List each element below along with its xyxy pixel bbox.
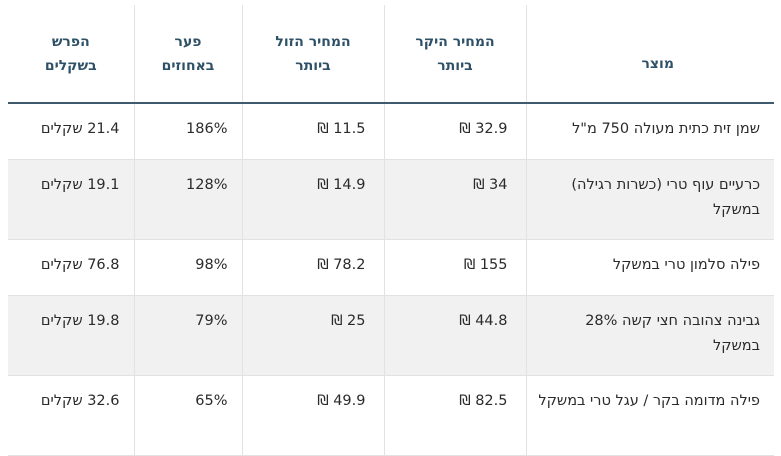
cell-diff-shekels: 19.1 שקלים: [8, 159, 135, 240]
cell-max-price: 82.5 ₪: [384, 375, 527, 456]
cell-product: שמן זית כתית מעולה 750 מ"ל: [526, 102, 774, 160]
header-max-price-line2: ביותר: [437, 57, 473, 74]
header-gap-line2: באחוזים: [161, 57, 215, 74]
cell-min-price: 78.2 ₪: [242, 239, 385, 296]
cell-gap-percent: 65%: [134, 375, 243, 456]
price-comparison-table: מוצר המחיר היקר ביותר המחיר הזול ביותר פ…: [8, 5, 774, 456]
header-diff-line1: הפרש: [51, 33, 90, 50]
header-gap-percent: פער באחוזים: [134, 5, 243, 104]
table-body: שמן זית כתית מעולה 750 מ"ל 32.9 ₪ 11.5 ₪…: [8, 102, 774, 456]
header-max-price: המחיר היקר ביותר: [384, 5, 527, 104]
cell-diff-shekels: 21.4 שקלים: [8, 102, 135, 160]
header-min-price-line2: ביותר: [295, 57, 331, 74]
header-min-price-line1: המחיר הזול: [275, 33, 351, 50]
table-row: כרעיים עוף טרי (כשרות רגילה) במשקל 34 ₪ …: [8, 159, 774, 240]
cell-max-price: 155 ₪: [384, 239, 527, 296]
cell-min-price: 49.9 ₪: [242, 375, 385, 456]
cell-diff-shekels: 76.8 שקלים: [8, 239, 135, 296]
cell-gap-percent: 79%: [134, 295, 243, 376]
header-min-price: המחיר הזול ביותר: [242, 5, 385, 104]
cell-gap-percent: 98%: [134, 239, 243, 296]
table-header: מוצר המחיר היקר ביותר המחיר הזול ביותר פ…: [8, 5, 774, 104]
cell-min-price: 25 ₪: [242, 295, 385, 376]
cell-diff-shekels: 19.8 שקלים: [8, 295, 135, 376]
cell-min-price: 11.5 ₪: [242, 102, 385, 160]
header-diff-shekels: הפרש בשקלים: [8, 5, 135, 104]
cell-diff-shekels: 32.6 שקלים: [8, 375, 135, 456]
cell-product: פילה סלמון טרי במשקל: [526, 239, 774, 296]
table-row: שמן זית כתית מעולה 750 מ"ל 32.9 ₪ 11.5 ₪…: [8, 102, 774, 160]
header-row: מוצר המחיר היקר ביותר המחיר הזול ביותר פ…: [8, 5, 774, 104]
header-diff-line2: בשקלים: [44, 57, 97, 74]
header-product: מוצר: [526, 5, 774, 104]
price-comparison-table-wrapper: מוצר המחיר היקר ביותר המחיר הזול ביותר פ…: [8, 5, 774, 456]
cell-max-price: 32.9 ₪: [384, 102, 527, 160]
header-gap-line1: פער: [174, 33, 202, 50]
header-max-price-line1: המחיר היקר: [415, 33, 495, 50]
table-row: פילה סלמון טרי במשקל 155 ₪ 78.2 ₪ 98% 76…: [8, 239, 774, 296]
cell-min-price: 14.9 ₪: [242, 159, 385, 240]
cell-product: כרעיים עוף טרי (כשרות רגילה) במשקל: [526, 159, 774, 240]
cell-gap-percent: 186%: [134, 102, 243, 160]
cell-gap-percent: 128%: [134, 159, 243, 240]
cell-product: גבינה צהובה חצי קשה 28% במשקל: [526, 295, 774, 376]
cell-product: פילה מדומה בקר / עגל טרי במשקל: [526, 375, 774, 456]
table-row: פילה מדומה בקר / עגל טרי במשקל 82.5 ₪ 49…: [8, 375, 774, 456]
table-row: גבינה צהובה חצי קשה 28% במשקל 44.8 ₪ 25 …: [8, 295, 774, 376]
cell-max-price: 44.8 ₪: [384, 295, 527, 376]
cell-max-price: 34 ₪: [384, 159, 527, 240]
header-product-label: מוצר: [641, 55, 674, 72]
